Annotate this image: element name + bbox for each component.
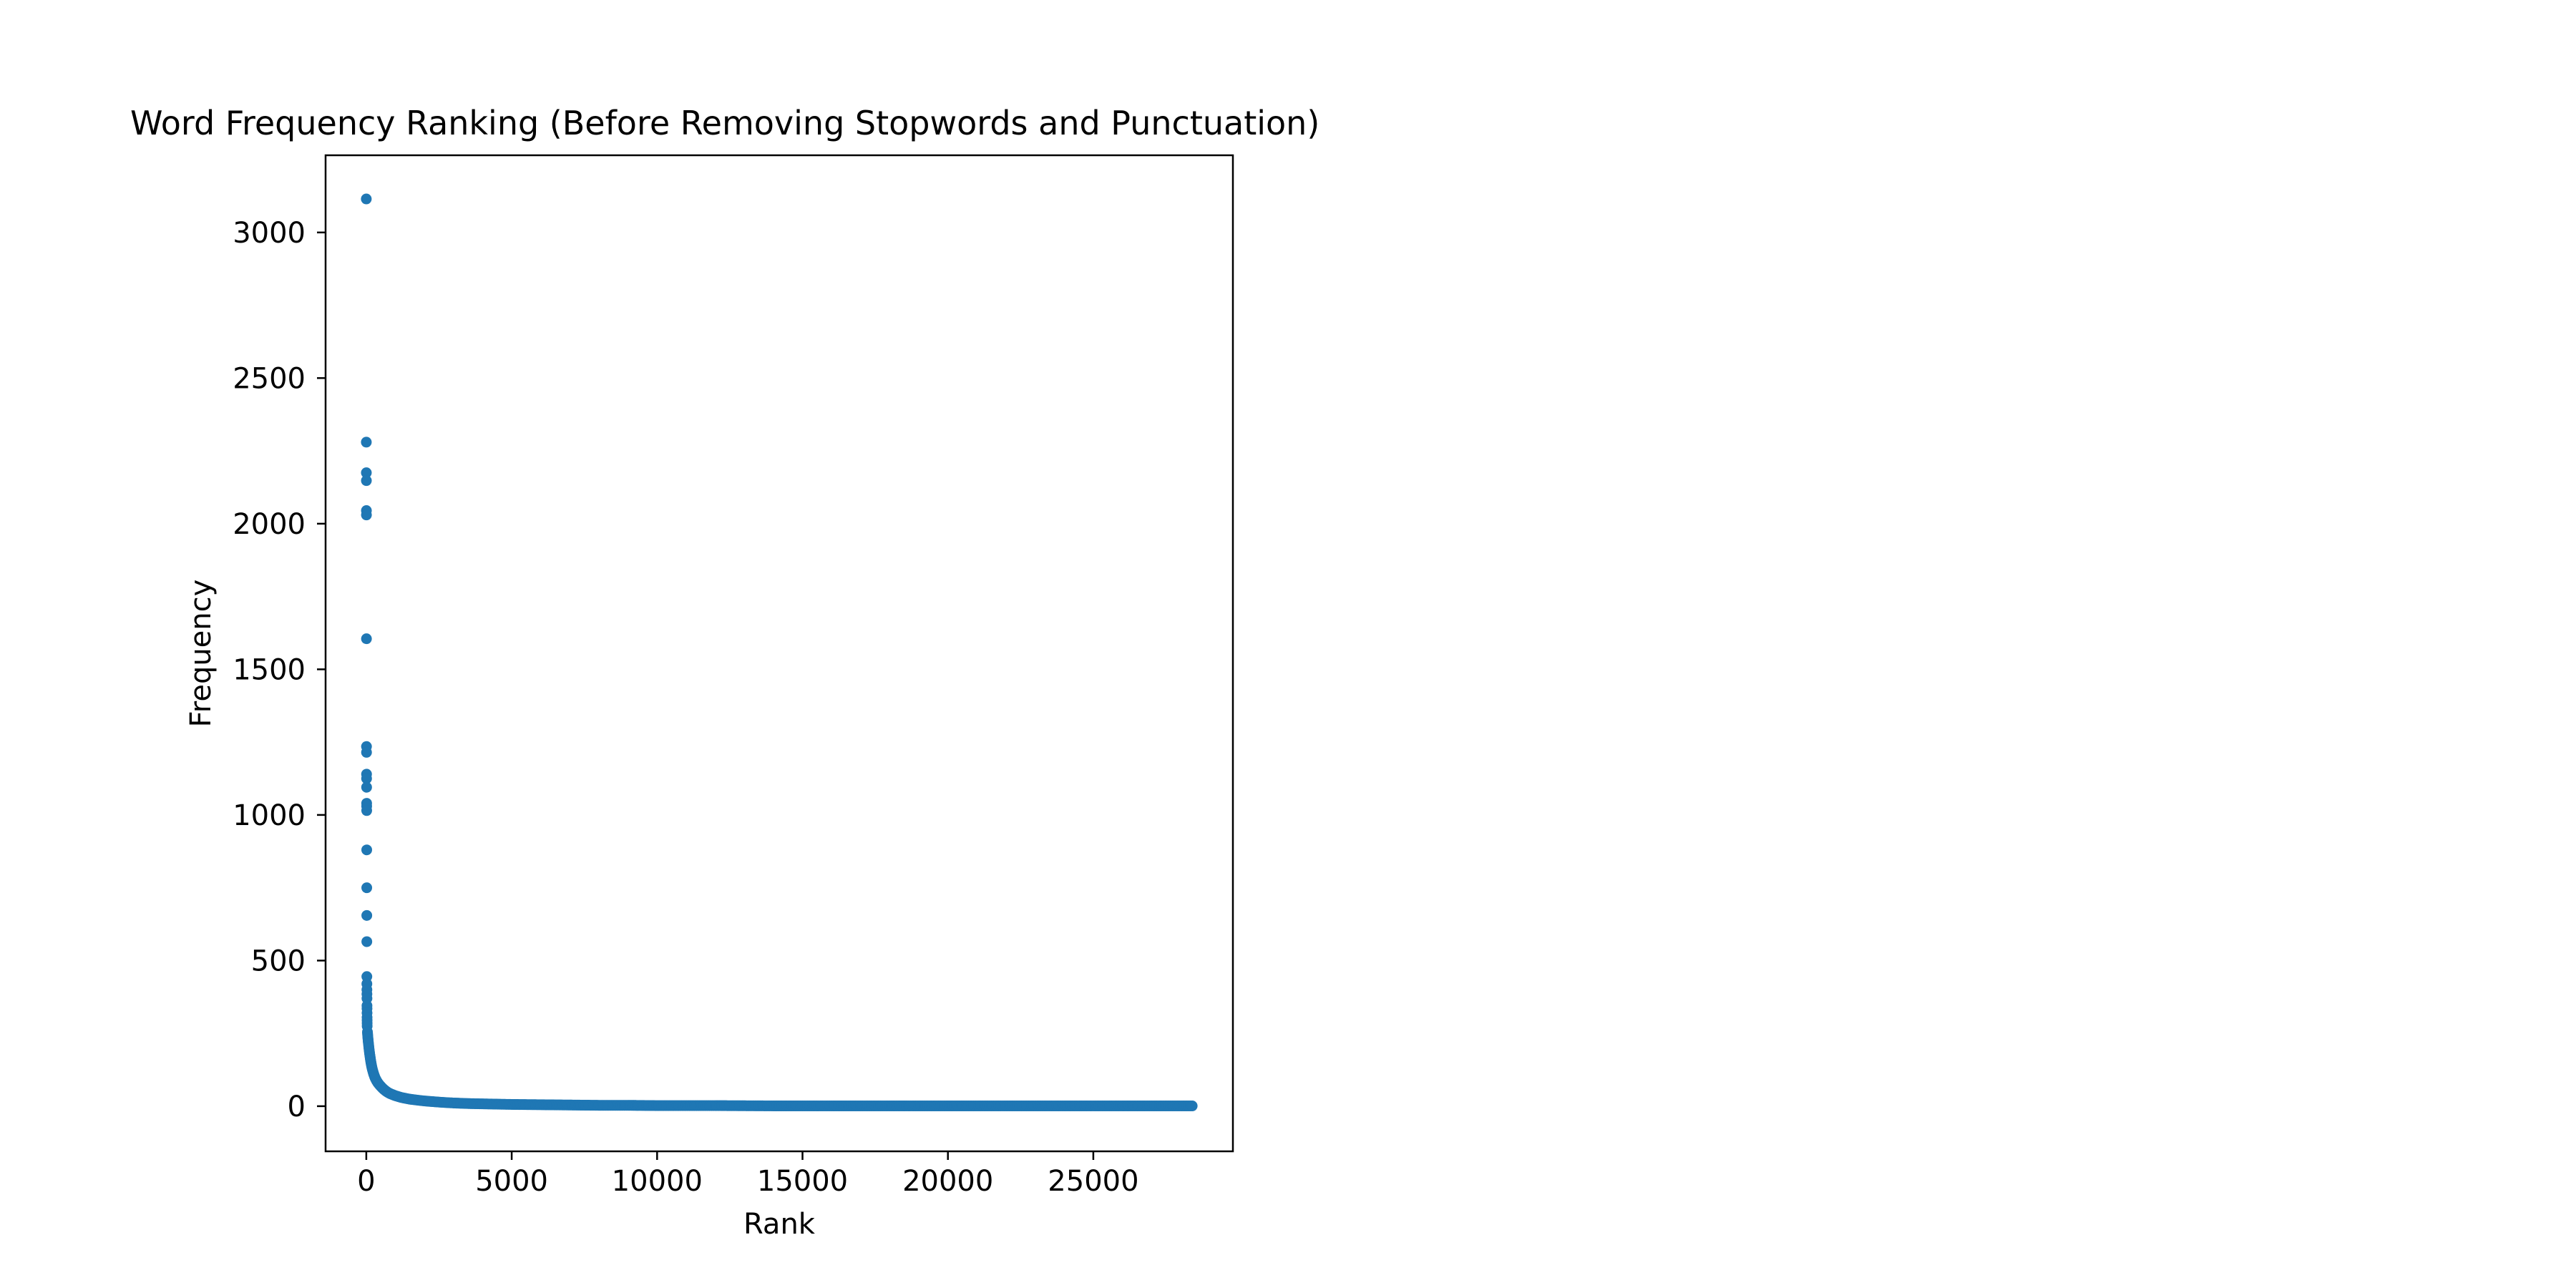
y-tick-label-5: 2500 [233,362,306,395]
data-point-5 [361,509,372,521]
data-point-8 [361,746,372,758]
x-tick-label-5: 25000 [1048,1165,1138,1198]
y-tick-label-0: 0 [288,1091,306,1123]
x-tick-label-3: 15000 [757,1165,848,1198]
y-axis-ticks: 0 500 1000 1500 2000 2500 3000 [233,217,326,1123]
y-tick-label-3: 1500 [233,653,306,686]
x-axis-ticks: 0 5000 10000 15000 20000 25000 [357,1151,1139,1198]
data-point-16 [361,882,373,894]
data-point-15 [361,844,373,856]
data-point-0 [361,193,372,205]
data-point-6 [361,633,372,645]
y-tick-label-1: 500 [251,945,306,977]
data-point-17 [361,909,373,921]
data-points [361,193,1198,1112]
y-tick-label-6: 3000 [233,217,306,250]
data-point-18 [361,936,373,947]
x-axis-label: Rank [743,1208,816,1241]
data-point-569 [1186,1101,1198,1112]
y-tick-label-4: 2000 [233,508,306,541]
data-point-2 [361,467,372,479]
plot-area-frame [324,154,1234,1153]
data-point-11 [361,781,372,793]
data-point-14 [361,805,372,816]
x-tick-label-1: 5000 [475,1165,548,1198]
data-point-10 [361,773,372,784]
y-tick-label-2: 1000 [233,799,306,832]
data-point-3 [361,475,372,487]
x-tick-label-0: 0 [357,1165,375,1198]
chart-title: Word Frequency Ranking (Before Removing … [130,104,1319,142]
data-point-1 [361,436,372,448]
x-tick-label-4: 20000 [902,1165,993,1198]
y-axis-label: Frequency [185,580,218,728]
x-tick-label-2: 10000 [612,1165,703,1198]
